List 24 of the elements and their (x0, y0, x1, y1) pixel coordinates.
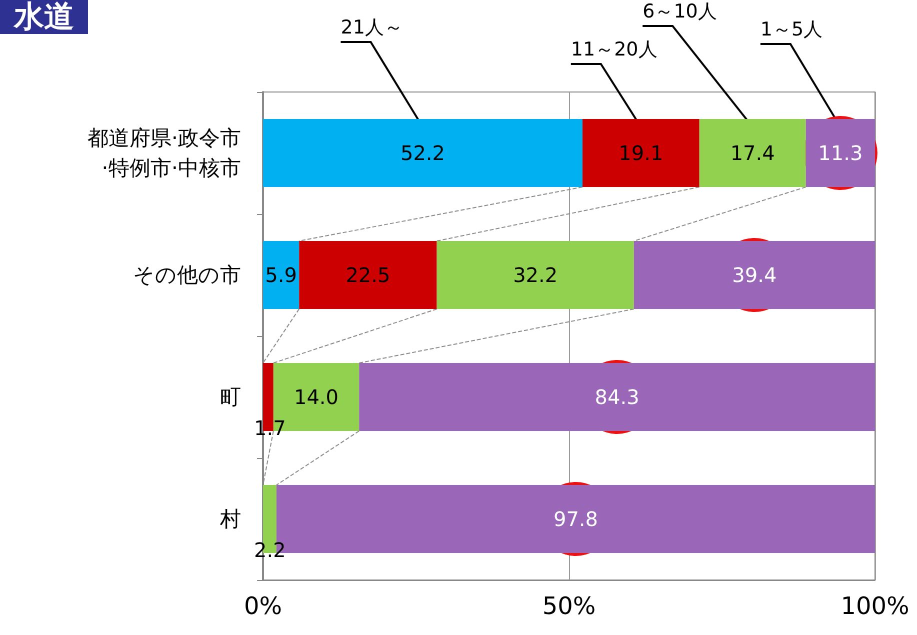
x-tick-label: 100% (840, 592, 910, 620)
data-label: 39.4 (732, 263, 777, 287)
y-tick-label: 町 (220, 385, 241, 409)
y-tick-label: 村 (219, 507, 241, 531)
text: 21人～ (340, 16, 403, 38)
x-tick-label: 50% (542, 592, 596, 620)
data-label: 5.9 (265, 263, 297, 287)
data-label: 97.8 (553, 507, 598, 531)
text: 1～5人 (760, 18, 823, 40)
data-label: 19.1 (618, 141, 664, 165)
y-tick-label: その他の市 (133, 263, 241, 287)
data-label: 14.0 (294, 385, 339, 409)
data-label: 32.2 (513, 263, 558, 287)
data-label: 52.2 (400, 141, 445, 165)
text: 6～10人 (642, 0, 717, 22)
data-label: 2.2 (254, 538, 286, 562)
data-label: 84.3 (594, 385, 640, 409)
chart-title: 水道 (13, 0, 74, 34)
data-label: 17.4 (730, 141, 775, 165)
x-tick-label: 0% (244, 592, 282, 620)
y-tick-label: 都道府県·政令市·特例市·中核市 (87, 126, 241, 180)
text: 11～20人 (570, 38, 658, 60)
data-label: 22.5 (346, 263, 390, 287)
data-label: 1.7 (254, 416, 286, 440)
